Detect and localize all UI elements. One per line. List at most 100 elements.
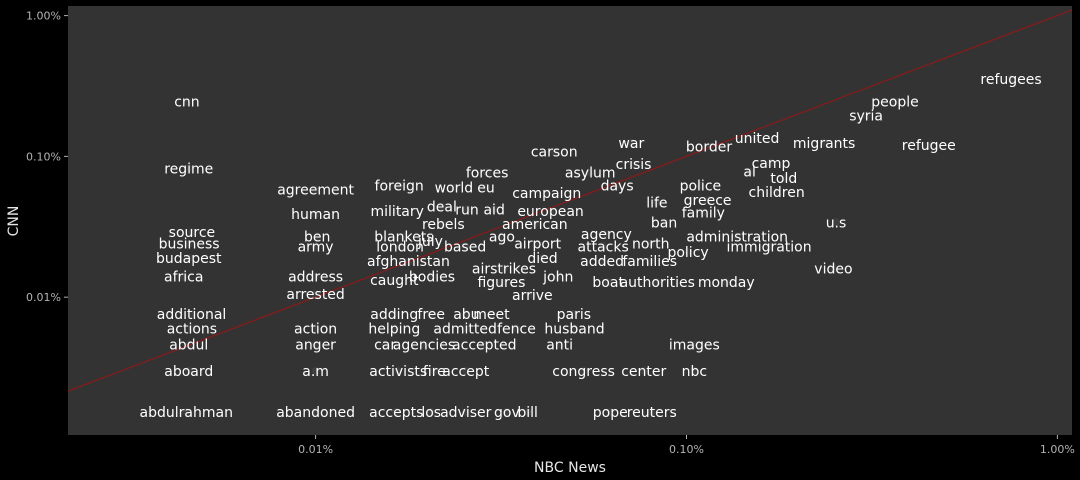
data-point: [502, 407, 511, 416]
word-label: run: [455, 202, 479, 218]
word-label: children: [749, 185, 805, 201]
word-label: business: [159, 237, 220, 253]
data-point: [645, 257, 654, 266]
data-point: [653, 278, 662, 287]
word-label: free: [417, 307, 445, 323]
word-label: arrested: [286, 287, 344, 303]
word-label: died: [527, 251, 557, 267]
word-label: boat: [592, 275, 624, 291]
data-point: [182, 407, 191, 416]
word-label: accept: [442, 364, 489, 380]
word-label: additional: [157, 307, 227, 323]
word-label: july: [417, 234, 443, 250]
data-point: [497, 278, 506, 287]
word-label: anti: [546, 338, 573, 354]
data-point: [390, 309, 399, 318]
word-label: accepted: [452, 338, 516, 354]
data-point: [599, 242, 608, 251]
data-point: [733, 232, 742, 241]
word-label: nbc: [682, 364, 707, 380]
word-label: airstrikes: [472, 261, 536, 277]
data-point: [393, 206, 402, 215]
word-label: abu: [453, 307, 479, 323]
data-point: [428, 272, 437, 281]
data-point: [381, 340, 390, 349]
data-point: [187, 324, 196, 333]
data-point: [427, 309, 436, 318]
y-tick-label: 0.10%: [26, 150, 61, 163]
word-label: deal: [427, 200, 457, 216]
word-label: life: [646, 196, 667, 212]
data-point: [439, 220, 448, 229]
plot-panel: [68, 6, 1072, 435]
word-label: family: [682, 205, 725, 221]
word-label: ago: [489, 229, 515, 245]
data-point: [639, 366, 648, 375]
data-point: [311, 340, 320, 349]
data-point: [187, 228, 196, 237]
word-label: images: [669, 338, 720, 354]
word-label: human: [291, 207, 340, 223]
word-label: american: [502, 217, 568, 233]
word-label: attacks: [578, 239, 629, 255]
word-label: helping: [368, 321, 420, 337]
word-label: police: [680, 179, 722, 195]
data-point: [311, 242, 320, 251]
word-label: u.s: [826, 215, 847, 231]
data-point: [390, 324, 399, 333]
word-label: monday: [698, 275, 755, 291]
data-point: [179, 272, 188, 281]
word-label: blankets: [374, 229, 433, 245]
word-label: added: [580, 254, 624, 270]
word-label: london: [376, 239, 424, 255]
word-label: cnn: [174, 95, 199, 111]
word-label: bill: [517, 405, 538, 421]
data-point: [396, 242, 405, 251]
data-point: [646, 239, 655, 248]
data-point: [550, 147, 559, 156]
data-point: [481, 183, 490, 192]
word-label: carson: [531, 145, 578, 161]
word-label: africa: [164, 270, 203, 286]
data-point: [753, 134, 762, 143]
word-label: al: [743, 165, 755, 181]
data-point: [184, 253, 193, 262]
data-point: [395, 181, 404, 190]
word-label: abdulrahman: [140, 405, 233, 421]
y-tick-label: 0.01%: [26, 291, 61, 304]
data-point: [699, 208, 708, 217]
word-label: anger: [295, 338, 336, 354]
word-label: forces: [466, 165, 509, 181]
x-axis-title: NBC News: [534, 460, 606, 476]
data-point: [182, 97, 191, 106]
points-layer: [179, 74, 1016, 416]
word-label: adviser: [440, 405, 492, 421]
word-label: agencies: [393, 338, 455, 354]
data-point: [311, 366, 320, 375]
data-point: [602, 230, 611, 239]
word-label: john: [542, 270, 573, 286]
data-point: [311, 272, 320, 281]
x-axis-ticks: 0.01% 0.10% 1.00%: [298, 435, 1075, 456]
y-axis-ticks: 0.01% 0.10% 1.00%: [26, 10, 68, 304]
data-point: [542, 188, 551, 197]
word-label: told: [770, 171, 797, 187]
word-label: military: [371, 204, 424, 220]
data-point: [512, 324, 521, 333]
data-point: [684, 247, 693, 256]
data-point: [604, 278, 613, 287]
word-label: airport: [514, 237, 561, 253]
data-point: [554, 272, 563, 281]
data-point: [891, 97, 900, 106]
word-label: abandoned: [276, 405, 355, 421]
data-point: [772, 187, 781, 196]
word-label: families: [622, 254, 677, 270]
word-label: ban: [651, 215, 677, 231]
data-point: [462, 309, 471, 318]
x-tick-label: 0.10%: [669, 443, 704, 456]
data-point: [483, 168, 492, 177]
data-point: [570, 324, 579, 333]
word-label: paris: [557, 307, 591, 323]
data-point: [487, 309, 496, 318]
data-point: [313, 232, 322, 241]
